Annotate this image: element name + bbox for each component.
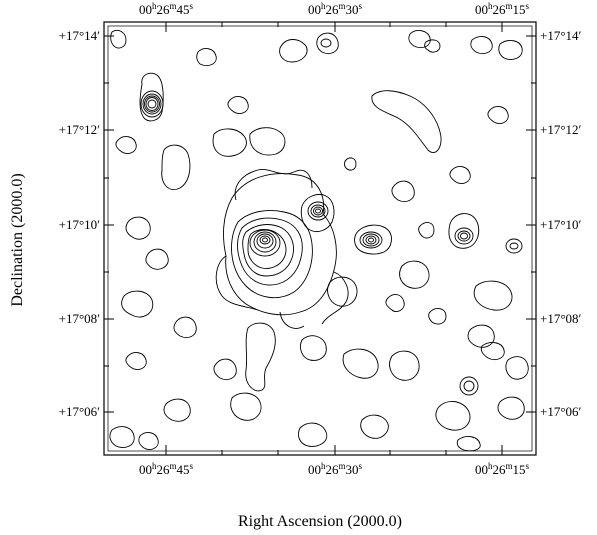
top-x-tick-label-1: 00h26m45s xyxy=(139,1,194,17)
right-y-tick-label-2: +17°12′ xyxy=(540,122,582,137)
plot-frame xyxy=(103,21,537,456)
x-axis-title: Right Ascension (2000.0) xyxy=(238,513,402,530)
right-y-tick-label-5: +17°06′ xyxy=(540,404,582,419)
left-y-tick-label-4: +17°08′ xyxy=(59,311,101,326)
bottom-x-tick-label-2: 00h26m30s xyxy=(308,461,363,477)
y-axis-title: Declination (2000.0) xyxy=(9,173,26,306)
contour-lines xyxy=(109,29,529,452)
bottom-x-tick-label-3: 00h26m15s xyxy=(475,461,530,477)
bottom-x-tick-label-1: 00h26m45s xyxy=(139,461,194,477)
left-y-tick-label-1: +17°14′ xyxy=(59,28,101,43)
right-y-tick-label-1: +17°14′ xyxy=(540,28,582,43)
top-x-tick-label-2: 00h26m30s xyxy=(308,1,363,17)
axis-ticks xyxy=(104,22,536,455)
left-y-tick-label-2: +17°12′ xyxy=(59,122,101,137)
right-y-tick-label-4: +17°08′ xyxy=(540,311,582,326)
plot-inner-frame xyxy=(107,25,533,452)
top-x-tick-label-3: 00h26m15s xyxy=(475,1,530,17)
left-y-tick-label-3: +17°10′ xyxy=(59,217,101,232)
left-y-tick-label-5: +17°06′ xyxy=(59,404,101,419)
right-y-tick-label-3: +17°10′ xyxy=(540,217,582,232)
